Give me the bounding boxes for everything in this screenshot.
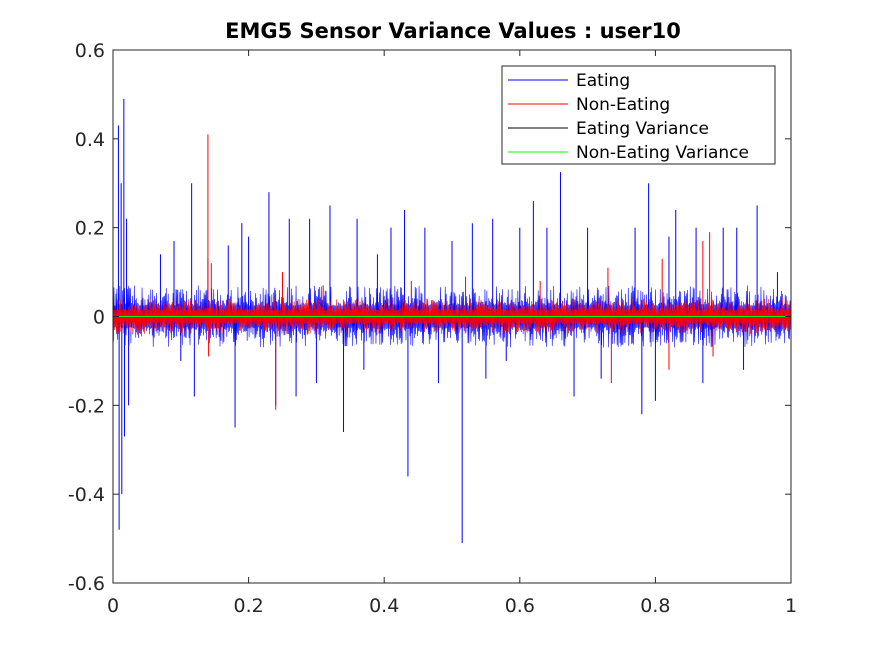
y-tick-label: 0.6 xyxy=(75,40,105,62)
x-tick-label: 0.6 xyxy=(505,595,535,617)
legend-item: Eating xyxy=(508,71,630,91)
chart-title: EMG5 Sensor Variance Values : user10 xyxy=(225,19,681,43)
legend-label: Eating xyxy=(576,71,630,91)
y-tick-label: 0.4 xyxy=(75,129,105,151)
y-tick-label: 0 xyxy=(93,307,105,329)
axes-layer: 0 0.2 0.4 0.6 0.8 1 -0.6 -0.4 -0.2 0 0.2 0.4 0.6 xyxy=(68,40,797,617)
legend-label: Non-Eating Variance xyxy=(576,143,749,163)
x-tick-label: 0.4 xyxy=(369,595,399,617)
legend-item: Non-Eating Variance xyxy=(508,143,749,163)
legend: Eating Non-Eating Eating Variance Non-Eatin… xyxy=(501,65,776,165)
series-trace xyxy=(112,298,792,335)
x-tick-label: 0 xyxy=(107,595,119,617)
x-tick-label: 1 xyxy=(785,595,797,617)
legend-item: Eating Variance xyxy=(508,119,709,139)
legend-label: Eating Variance xyxy=(576,119,709,139)
series-layer xyxy=(112,98,792,544)
x-tick-label: 0.2 xyxy=(233,595,263,617)
y-tick-label: -0.6 xyxy=(68,573,105,595)
series-non-eating xyxy=(112,134,792,410)
x-tick-label: 0.8 xyxy=(640,595,670,617)
legend-box xyxy=(501,65,776,165)
y-tick-label: -0.2 xyxy=(68,395,105,417)
y-tick-label: -0.4 xyxy=(68,484,105,506)
y-tick-label: 0.2 xyxy=(75,218,105,240)
legend-label: Non-Eating xyxy=(576,95,670,115)
legend-item: Non-Eating xyxy=(508,95,670,115)
